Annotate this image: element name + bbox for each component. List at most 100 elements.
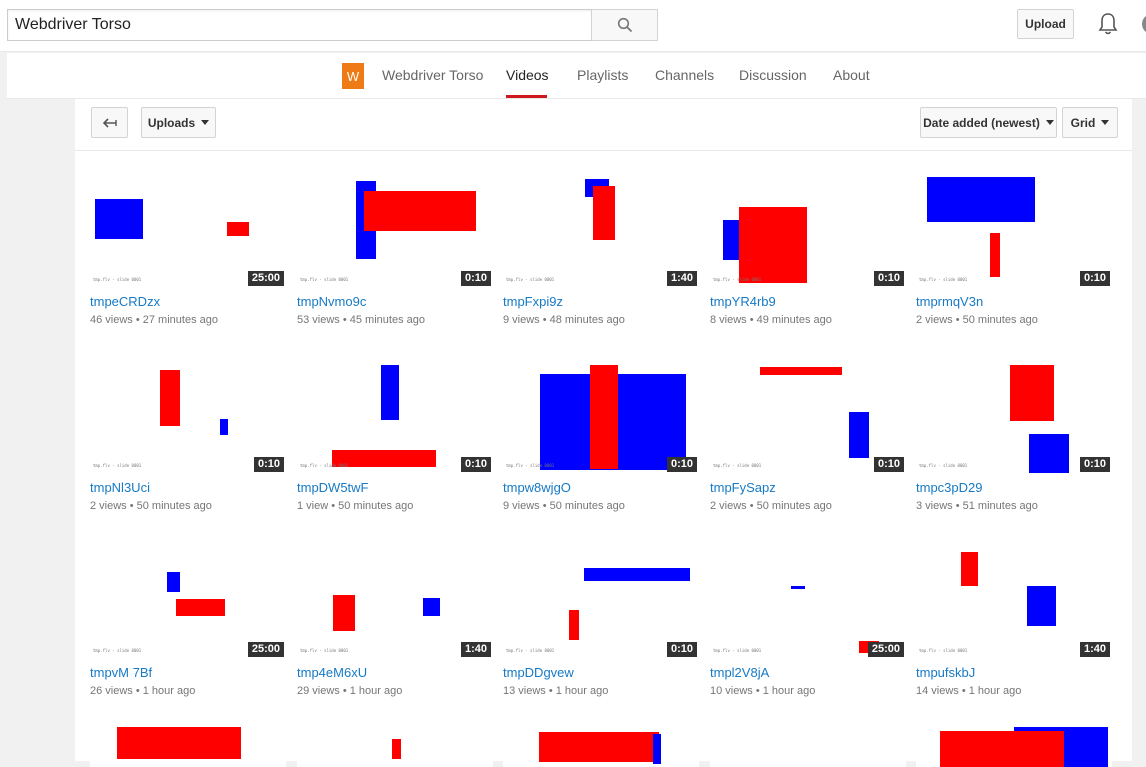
search-button[interactable] <box>591 9 658 41</box>
video-title-link[interactable]: tmpeCRDzx <box>90 294 161 309</box>
video-thumbnail[interactable]: tmp.flv - slide 0001 0:10 <box>710 177 906 287</box>
video-card[interactable]: tmp.flv - slide 0001 0:10 tmpNl3Uci 2 views… <box>90 363 286 523</box>
video-thumbnail[interactable] <box>916 727 1112 767</box>
thumbnail-rectangle <box>593 186 615 240</box>
tab-channels[interactable]: Channels <box>655 67 715 83</box>
masthead: Webdriver Torso Upload <box>0 0 1146 52</box>
video-title-link[interactable]: tmpNl3Uci <box>90 480 150 495</box>
duration-badge: 0:10 <box>1079 271 1110 286</box>
video-card[interactable]: tmp.flv - slide 0001 0:10 tmprmqV3n 2 views… <box>916 177 1112 337</box>
video-card[interactable]: tmp.flv - slide 0001 0:10 tmpYR4rb9 8 views… <box>710 177 906 337</box>
search-input[interactable]: Webdriver Torso <box>7 9 592 41</box>
video-meta: 9 views • 48 minutes ago <box>503 314 625 326</box>
video-thumbnail[interactable]: tmp.flv - slide 0001 0:10 <box>503 548 699 658</box>
video-meta: 2 views • 50 minutes ago <box>90 500 212 512</box>
video-thumbnail[interactable]: tmp.flv - slide 0001 0:10 <box>916 177 1112 287</box>
video-grid-panel: Uploads Date added (newest) Grid tmp.flv… <box>75 99 1132 767</box>
thumbnail-rectangle <box>723 220 741 260</box>
thumbnail-caption: tmp.flv - slide 0001 <box>713 277 762 282</box>
thumbnail-rectangle <box>423 598 440 616</box>
video-meta: 46 views • 27 minutes ago <box>90 314 218 326</box>
video-title-link[interactable]: tmpl2V8jA <box>710 665 770 680</box>
video-card[interactable]: tmp.flv - slide 0001 0:10 tmpw8wjgO 9 views… <box>503 363 699 523</box>
video-meta: 29 views • 1 hour ago <box>297 685 403 697</box>
video-title-link[interactable]: tmpFxpi9z <box>503 294 563 309</box>
thumbnail-rectangle <box>167 572 180 592</box>
duration-badge: 25:00 <box>247 271 284 286</box>
uploads-dropdown[interactable]: Uploads <box>141 107 216 138</box>
thumbnail-caption: tmp.flv - slide 0001 <box>93 277 142 282</box>
video-title-link[interactable]: tmp4eM6xU <box>297 665 368 680</box>
video-title-link[interactable]: tmpw8wjgO <box>503 480 571 495</box>
video-title-link[interactable]: tmpNvmo9c <box>297 294 367 309</box>
video-thumbnail[interactable]: tmp.flv - slide 0001 0:10 <box>916 363 1112 473</box>
thumbnail-rectangle <box>961 552 978 586</box>
duration-badge: 0:10 <box>873 271 904 286</box>
video-title-link[interactable]: tmpc3pD29 <box>916 480 983 495</box>
video-card[interactable]: tmp.flv - slide 0001 1:40 tmpufskbJ 14 view… <box>916 548 1112 708</box>
video-thumbnail[interactable]: tmp.flv - slide 0001 25:00 <box>90 548 286 658</box>
active-tab-indicator <box>506 95 547 98</box>
video-card[interactable]: tmp.flv - slide 0001 1:40 tmp4eM6xU 29 view… <box>297 548 493 708</box>
thumbnail-rectangle <box>1010 365 1054 421</box>
video-title-link[interactable]: tmprmqV3n <box>916 294 984 309</box>
video-card[interactable]: tmp.flv - slide 0001 25:00 tmpl2V8jA 10 vie… <box>710 548 906 708</box>
video-thumbnail[interactable]: tmp.flv - slide 0001 0:10 <box>710 363 906 473</box>
video-title-link[interactable]: tmpDW5twF <box>297 480 369 495</box>
video-thumbnail[interactable]: tmp.flv - slide 0001 0:10 <box>297 363 493 473</box>
caret-down-icon <box>201 120 210 125</box>
video-thumbnail[interactable] <box>297 727 493 767</box>
video-title-link[interactable]: tmpDDgvew <box>503 665 574 680</box>
video-title-link[interactable]: tmpYR4rb9 <box>710 294 776 309</box>
video-thumbnail[interactable]: tmp.flv - slide 0001 0:10 <box>90 363 286 473</box>
tab-videos[interactable]: Videos <box>506 67 549 83</box>
thumbnail-rectangle <box>95 199 143 239</box>
duration-badge: 1:40 <box>460 642 491 657</box>
caret-down-icon <box>1045 120 1054 125</box>
tab-about[interactable]: About <box>833 67 870 83</box>
video-card[interactable]: tmp.flv - slide 0001 0:10 tmpDDgvew 13 view… <box>503 548 699 708</box>
thumbnail-rectangle <box>1029 434 1069 473</box>
thumbnail-rectangle <box>160 370 180 426</box>
duration-badge: 0:10 <box>1079 457 1110 472</box>
video-title-link[interactable]: tmpufskbJ <box>916 665 976 680</box>
video-thumbnail[interactable]: tmp.flv - slide 0001 1:40 <box>916 548 1112 658</box>
video-card[interactable]: tmp.flv - slide 0001 25:00 tmpvM 7Bf 26 vie… <box>90 548 286 708</box>
thumbnail-rectangle <box>176 599 225 616</box>
thumbnail-caption: tmp.flv - slide 0001 <box>919 648 968 653</box>
video-thumbnail[interactable]: tmp.flv - slide 0001 25:00 <box>710 548 906 658</box>
thumbnail-rectangle <box>333 595 355 631</box>
video-thumbnail[interactable] <box>503 727 699 767</box>
video-thumbnail[interactable]: tmp.flv - slide 0001 1:40 <box>503 177 699 287</box>
video-card[interactable]: tmp.flv - slide 0001 1:40 tmpFxpi9z 9 views… <box>503 177 699 337</box>
video-thumbnail[interactable] <box>90 727 286 767</box>
upload-button[interactable]: Upload <box>1017 9 1074 39</box>
thumbnail-rectangle <box>332 450 436 467</box>
tab-discussion[interactable]: Discussion <box>739 67 807 83</box>
account-avatar[interactable] <box>1142 14 1146 34</box>
video-card[interactable]: tmp.flv - slide 0001 0:10 tmpDW5twF 1 view … <box>297 363 493 523</box>
view-dropdown[interactable]: Grid <box>1062 107 1118 138</box>
sort-dropdown[interactable]: Date added (newest) <box>920 107 1057 138</box>
video-thumbnail[interactable]: tmp.flv - slide 0001 1:40 <box>297 548 493 658</box>
video-title-link[interactable]: tmpFySapz <box>710 480 776 495</box>
video-card[interactable]: tmp.flv - slide 0001 0:10 tmpc3pD29 3 views… <box>916 363 1112 523</box>
tab-playlists[interactable]: Playlists <box>577 67 629 83</box>
channel-logo[interactable]: W <box>342 63 364 89</box>
duration-badge: 0:10 <box>253 457 284 472</box>
video-card[interactable]: tmp.flv - slide 0001 25:00 tmpeCRDzx 46 vie… <box>90 177 286 337</box>
thumbnail-caption: tmp.flv - slide 0001 <box>506 277 555 282</box>
thumbnail-rectangle <box>569 610 579 640</box>
notifications-bell-icon[interactable] <box>1098 12 1118 36</box>
video-thumbnail[interactable] <box>710 727 906 767</box>
back-button[interactable] <box>91 107 128 138</box>
video-thumbnail[interactable]: tmp.flv - slide 0001 0:10 <box>503 363 699 473</box>
video-meta: 1 view • 50 minutes ago <box>297 500 414 512</box>
video-title-link[interactable]: tmpvM 7Bf <box>90 665 153 680</box>
video-card[interactable]: tmp.flv - slide 0001 0:10 tmpFySapz 2 views… <box>710 363 906 523</box>
channel-name-link[interactable]: Webdriver Torso <box>382 67 484 83</box>
thumbnail-caption: tmp.flv - slide 0001 <box>300 277 349 282</box>
video-thumbnail[interactable]: tmp.flv - slide 0001 25:00 <box>90 177 286 287</box>
video-card[interactable]: tmp.flv - slide 0001 0:10 tmpNvmo9c 53 view… <box>297 177 493 337</box>
video-thumbnail[interactable]: tmp.flv - slide 0001 0:10 <box>297 177 493 287</box>
